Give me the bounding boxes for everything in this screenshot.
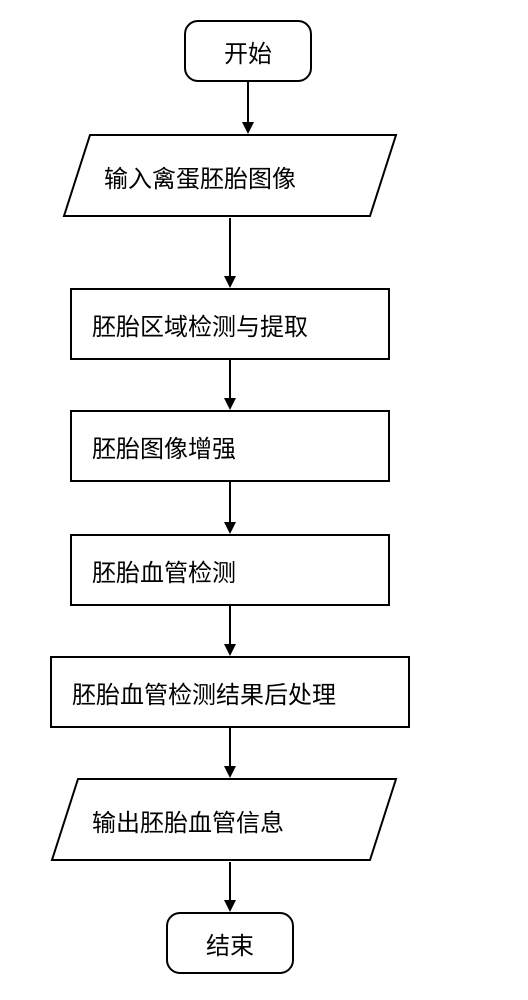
arrow-4 [220, 606, 240, 656]
arrow-3 [220, 482, 240, 534]
step1-label: 胚胎区域检测与提取 [92, 307, 308, 342]
arrow-5 [220, 728, 240, 778]
step2-label: 胚胎图像增强 [92, 429, 236, 464]
start-label: 开始 [224, 34, 272, 69]
step4-label: 胚胎血管检测结果后处理 [72, 675, 336, 710]
step4-node: 胚胎血管检测结果后处理 [50, 656, 410, 728]
arrow-6 [220, 862, 240, 912]
end-label: 结束 [206, 926, 254, 961]
arrow-2 [220, 360, 240, 410]
step2-node: 胚胎图像增强 [70, 410, 390, 482]
step3-node: 胚胎血管检测 [70, 534, 390, 606]
step3-label: 胚胎血管检测 [92, 553, 236, 588]
end-node: 结束 [166, 912, 294, 974]
output-label: 输出胚胎血管信息 [92, 803, 284, 838]
input-label: 输入禽蛋胚胎图像 [104, 159, 296, 194]
arrow-1 [220, 218, 240, 288]
start-node: 开始 [184, 20, 312, 82]
output-node: 输出胚胎血管信息 [50, 778, 398, 862]
arrow-0 [238, 82, 258, 134]
input-node: 输入禽蛋胚胎图像 [62, 134, 398, 218]
flowchart-container: 开始 输入禽蛋胚胎图像 胚胎区域检测与提取 胚胎图像增强 胚胎血管检测 [0, 0, 528, 1000]
step1-node: 胚胎区域检测与提取 [70, 288, 390, 360]
